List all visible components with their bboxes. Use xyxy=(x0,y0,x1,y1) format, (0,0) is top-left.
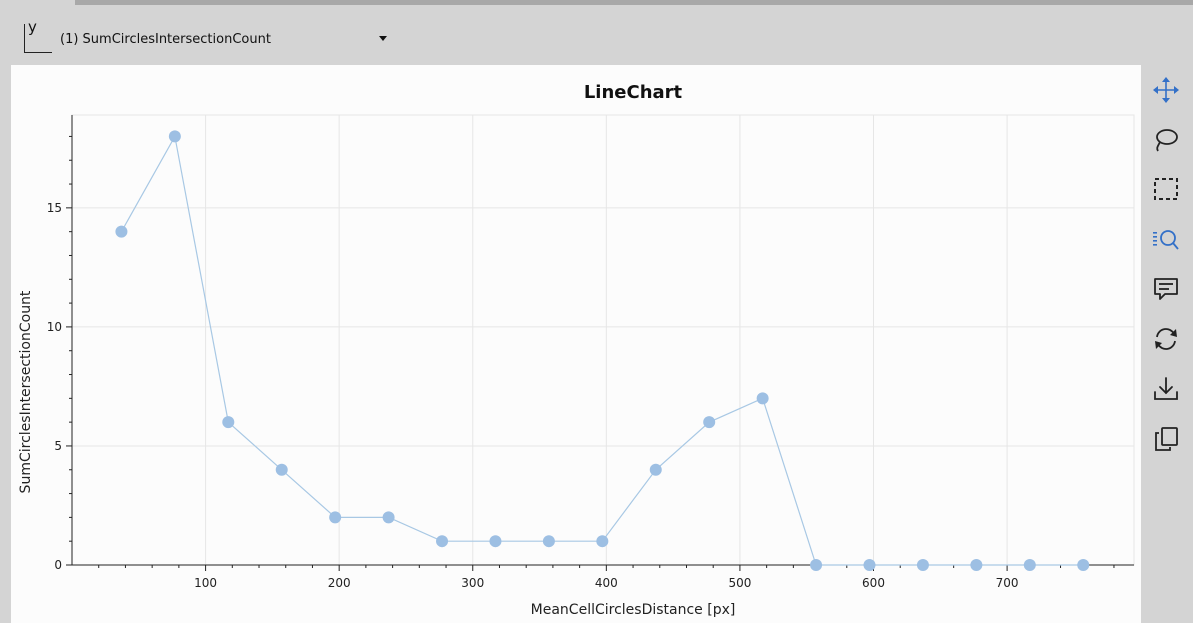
data-point[interactable] xyxy=(1023,559,1036,571)
lasso-icon xyxy=(1156,129,1178,152)
data-point[interactable] xyxy=(810,559,823,571)
x-tick-label: 500 xyxy=(728,576,751,590)
data-point[interactable] xyxy=(275,463,288,476)
axis-letter: y xyxy=(28,18,37,36)
copy-tool-button[interactable] xyxy=(1148,421,1184,457)
copy-icon xyxy=(1155,427,1178,451)
reset-tool-button[interactable] xyxy=(1148,321,1184,357)
plot-toolbar xyxy=(1148,70,1184,470)
data-point[interactable] xyxy=(329,511,342,524)
plot-area xyxy=(71,114,1135,566)
x-axis-label: MeanCellCirclesDistance [px] xyxy=(531,602,736,618)
data-point[interactable] xyxy=(436,535,449,548)
data-point[interactable] xyxy=(863,559,876,571)
x-tick-label: 400 xyxy=(595,576,618,590)
chevron-down-icon[interactable] xyxy=(379,36,387,41)
lasso-tool-button[interactable] xyxy=(1148,122,1184,158)
data-point[interactable] xyxy=(1077,559,1090,571)
data-point[interactable] xyxy=(703,416,716,429)
chart-title: LineChart xyxy=(584,82,683,103)
data-point[interactable] xyxy=(649,463,662,476)
plot-panel: 100 200 300 400 500 600 700 0 5 10 15 LineChart Mean… xyxy=(11,65,1141,623)
move-tool-button[interactable] xyxy=(1148,72,1184,108)
save-tool-button[interactable] xyxy=(1148,371,1184,407)
y-axis-label: SumCirclesIntersectionCount xyxy=(18,290,34,493)
data-point[interactable] xyxy=(596,535,609,548)
x-tick-label: 700 xyxy=(996,576,1019,590)
data-point[interactable] xyxy=(970,559,983,571)
data-point[interactable] xyxy=(916,559,929,571)
y-tick-label: 10 xyxy=(47,320,62,334)
save-icon xyxy=(1154,377,1178,400)
x-tick-label: 600 xyxy=(862,576,885,590)
x-tick-label: 100 xyxy=(194,576,217,590)
line-chart[interactable]: 100 200 300 400 500 600 700 0 5 10 15 LineChart Mean… xyxy=(11,65,1141,623)
data-point[interactable] xyxy=(115,225,128,238)
x-tick-label: 200 xyxy=(328,576,351,590)
data-point[interactable] xyxy=(756,392,769,405)
reset-icon xyxy=(1155,328,1177,350)
data-point[interactable] xyxy=(489,535,502,548)
data-point[interactable] xyxy=(382,511,395,524)
axis-selector[interactable]: y (1) SumCirclesIntersectionCount xyxy=(18,18,398,54)
wheel-zoom-icon xyxy=(1153,230,1179,250)
axis-select-value[interactable]: (1) SumCirclesIntersectionCount xyxy=(60,32,271,47)
box-select-icon xyxy=(1154,178,1178,200)
data-point[interactable] xyxy=(168,130,181,143)
top-bar xyxy=(75,0,1193,5)
data-point[interactable] xyxy=(222,416,235,429)
y-tick-label: 5 xyxy=(54,439,62,453)
hover-icon xyxy=(1154,278,1178,300)
wheel-zoom-tool-button[interactable] xyxy=(1148,221,1184,257)
y-tick-label: 15 xyxy=(47,201,62,215)
data-point[interactable] xyxy=(542,535,555,548)
box-select-tool-button[interactable] xyxy=(1148,171,1184,207)
y-tick-label: 0 xyxy=(54,558,62,572)
move-icon xyxy=(1153,77,1179,103)
hover-tool-button[interactable] xyxy=(1148,271,1184,307)
axis-icon: y xyxy=(22,18,52,54)
x-tick-label: 300 xyxy=(461,576,484,590)
